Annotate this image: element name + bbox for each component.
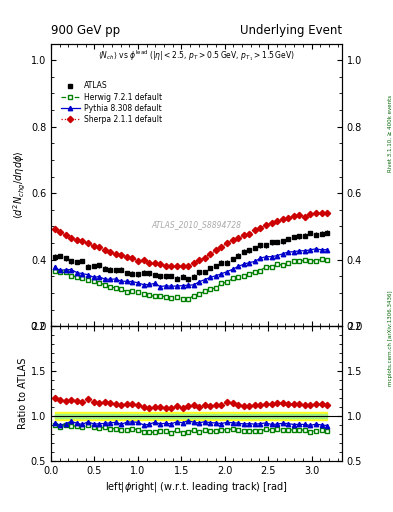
- Y-axis label: Ratio to ATLAS: Ratio to ATLAS: [18, 358, 28, 429]
- X-axis label: left|$\phi$right| (w.r.t. leading track) [rad]: left|$\phi$right| (w.r.t. leading track)…: [105, 480, 288, 494]
- Text: Rivet 3.1.10, ≥ 400k events: Rivet 3.1.10, ≥ 400k events: [387, 95, 393, 172]
- Y-axis label: $\langle d^2 N_{chg}/d\eta d\phi \rangle$: $\langle d^2 N_{chg}/d\eta d\phi \rangle…: [12, 151, 28, 219]
- Text: Underlying Event: Underlying Event: [240, 25, 342, 37]
- Text: ATLAS_2010_S8894728: ATLAS_2010_S8894728: [151, 220, 242, 229]
- Legend: ATLAS, Herwig 7.2.1 default, Pythia 8.308 default, Sherpa 2.1.1 default: ATLAS, Herwig 7.2.1 default, Pythia 8.30…: [61, 81, 162, 124]
- Text: 900 GeV pp: 900 GeV pp: [51, 25, 120, 37]
- Text: $\langle N_{ch}\rangle$ vs $\phi^{\rm lead}$ ($|\eta|<2.5,\,p_T>0.5\,{\rm GeV},\: $\langle N_{ch}\rangle$ vs $\phi^{\rm le…: [98, 48, 295, 62]
- Text: mcplots.cern.ch [arXiv:1306.3436]: mcplots.cern.ch [arXiv:1306.3436]: [387, 290, 393, 386]
